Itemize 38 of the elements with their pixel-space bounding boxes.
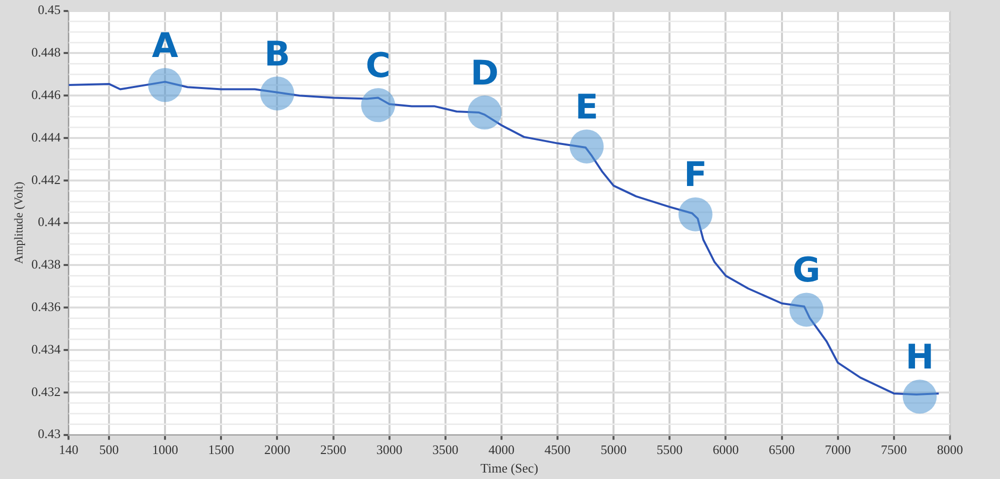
x-tick-label: 2500 bbox=[320, 442, 346, 458]
annotation: D bbox=[470, 53, 499, 94]
x-tick-label: 4500 bbox=[544, 442, 571, 458]
annotation: E bbox=[575, 87, 598, 128]
y-tick-label: 0.43 bbox=[38, 426, 61, 442]
y-axis-title: Amplitude (Volt) bbox=[11, 182, 26, 264]
x-tick-label: 140 bbox=[58, 442, 78, 458]
annotation: A bbox=[152, 26, 179, 66]
x-tick-label: 7500 bbox=[880, 442, 907, 458]
x-tick-label: 2000 bbox=[264, 442, 290, 458]
x-tick-label: 3000 bbox=[376, 442, 402, 458]
y-tick-label: 0.45 bbox=[38, 2, 61, 18]
x-axis-title: Time (Sec) bbox=[480, 460, 538, 476]
y-tick-label: 0.446 bbox=[31, 87, 62, 102]
x-tick-label: 3500 bbox=[432, 442, 458, 458]
annotation: C bbox=[366, 46, 391, 86]
annotation: F bbox=[684, 155, 708, 196]
y-tick-label: 0.436 bbox=[31, 299, 62, 314]
annotation: B bbox=[264, 34, 290, 74]
y-tick-label: 0.442 bbox=[31, 172, 61, 187]
x-tick-label: 7000 bbox=[824, 442, 851, 458]
x-tick-label: 6500 bbox=[768, 442, 795, 458]
x-tick-label: 6000 bbox=[712, 442, 739, 458]
y-tick-label: 0.438 bbox=[31, 256, 61, 272]
x-tick-label: 1000 bbox=[152, 442, 178, 458]
x-tick-label: 1500 bbox=[208, 442, 234, 458]
y-tick-label: 0.444 bbox=[31, 129, 62, 144]
y-tick-label: 0.432 bbox=[31, 384, 61, 399]
x-tick-label: 8000 bbox=[937, 442, 963, 458]
annotation: G bbox=[792, 250, 820, 291]
x-tick-label: 500 bbox=[99, 442, 119, 458]
x-tick-label: 5500 bbox=[656, 442, 683, 458]
x-tick-label: 4000 bbox=[488, 442, 514, 458]
y-tick-label: 0.44 bbox=[38, 214, 62, 230]
x-tick-label: 5000 bbox=[600, 442, 627, 458]
y-tick-label: 0.448 bbox=[31, 44, 61, 60]
annotation: H bbox=[905, 337, 934, 378]
y-tick-label: 0.434 bbox=[31, 341, 62, 356]
